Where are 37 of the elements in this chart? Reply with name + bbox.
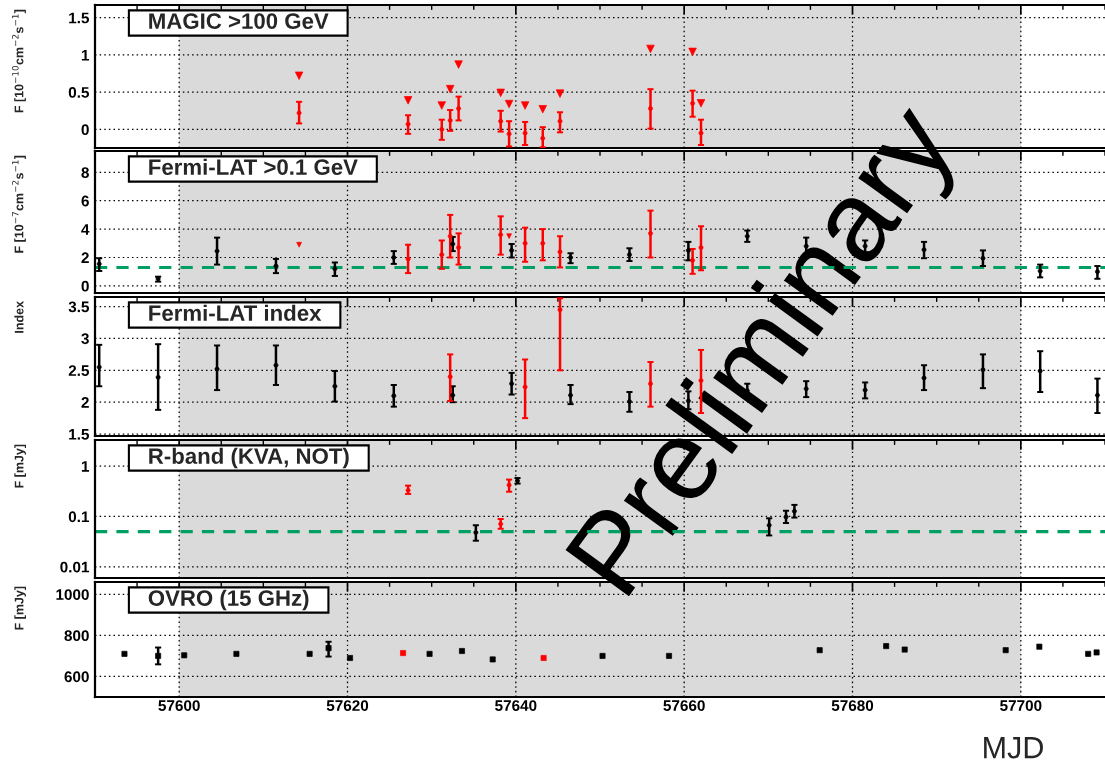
y-tick-label: 0.01: [60, 561, 90, 573]
y-tick-label: 600: [64, 671, 89, 683]
y-tick-label: 1.5: [69, 429, 90, 440]
x-tick-label: 57640: [495, 700, 537, 711]
y-tick-label: 8: [81, 167, 89, 178]
y-tick-label: 0.1: [68, 511, 90, 523]
y-tick-label: 1: [81, 49, 90, 61]
x-tick-label: 57620: [326, 700, 369, 711]
y-axis-title: Index: [14, 301, 24, 333]
x-axis-title: MJD: [984, 737, 1043, 759]
y-axis-title: F [10$^{−10}$cm$^{−2}$s$^{−1}$]: [12, 9, 26, 113]
y-axis-title: F [mJy]: [14, 444, 26, 488]
y-tick-label: 2: [81, 397, 89, 408]
y-tick-label: 800: [64, 630, 89, 642]
x-tick-label: 57680: [831, 700, 874, 711]
y-axis-title: F [10$^{−7}$cm$^{−2}$s$^{−1}$]: [12, 155, 26, 253]
y-tick-label: 4: [81, 224, 90, 235]
chart-title: Fermi-LAT >0.1 GeV: [149, 158, 358, 175]
chart-title: R-band (KVA, NOT): [149, 447, 349, 469]
y-tick-label: 3: [81, 333, 89, 345]
y-tick-label: 6: [81, 195, 89, 207]
y-tick-label: 0: [81, 280, 89, 292]
y-tick-label: 1.5: [69, 12, 90, 24]
chart-title: OVRO (15 GHz): [148, 589, 309, 611]
chart-title: MAGIC >100 GeV: [149, 13, 329, 29]
y-tick-label: 1: [81, 461, 90, 472]
y-axis-title: F [mJy]: [14, 586, 26, 630]
y-tick-label: 1000: [56, 589, 89, 601]
y-tick-label: 0.5: [68, 87, 90, 98]
x-tick-label: 57600: [158, 700, 200, 711]
x-tick-label: 57700: [1000, 700, 1042, 711]
y-tick-label: 2: [81, 252, 89, 264]
y-tick-label: 0: [81, 124, 89, 136]
y-tick-label: 2.5: [68, 365, 90, 377]
chart-title: Fermi-LAT index: [149, 304, 322, 321]
x-tick-label: 57660: [663, 700, 705, 711]
y-tick-label: 3.5: [68, 301, 90, 313]
